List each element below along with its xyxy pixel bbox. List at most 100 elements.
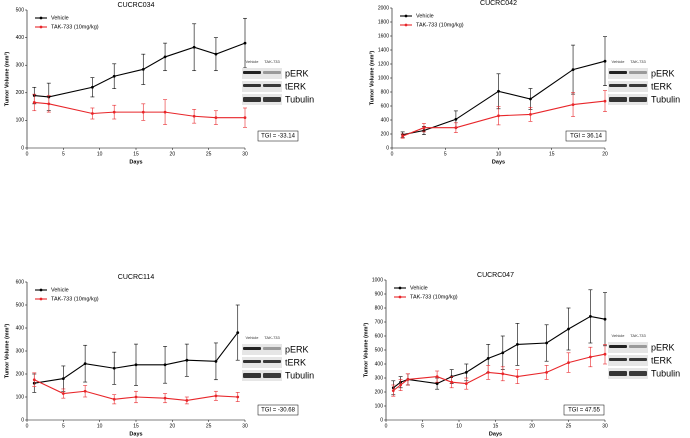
- x-tick-label: 20: [602, 151, 608, 157]
- blot-row-label: tERK: [285, 357, 306, 367]
- annotation-box: [563, 404, 605, 416]
- data-point: [454, 126, 458, 130]
- blot-row-label: Tubulin: [285, 94, 314, 104]
- blot-band: [263, 84, 281, 87]
- annotation-box: [257, 404, 299, 416]
- y-tick-label: 700: [375, 319, 384, 325]
- data-point: [603, 99, 607, 103]
- legend-label: TAK-733 (10mg/kg): [416, 22, 464, 28]
- data-point: [91, 112, 94, 115]
- data-point: [545, 371, 548, 374]
- y-axis-label: Tumor Volume (mm³): [368, 51, 375, 106]
- data-point: [112, 366, 116, 370]
- blot-column-label: TAK-733: [630, 59, 646, 64]
- data-point: [185, 399, 189, 402]
- blot-band: [629, 358, 647, 361]
- data-point: [112, 397, 116, 401]
- y-tick-label: 1200: [378, 61, 389, 67]
- data-point: [529, 97, 532, 101]
- data-point: [497, 114, 500, 118]
- x-tick-label: 10: [97, 151, 103, 157]
- chart-title: CUCRC047: [477, 272, 514, 279]
- data-point: [589, 315, 592, 318]
- blot-column-label: TAK-733: [264, 59, 280, 64]
- x-tick-label: 30: [242, 423, 248, 429]
- blot-band: [243, 347, 261, 350]
- data-point: [163, 396, 167, 400]
- blot-band: [263, 347, 281, 350]
- y-tick-label: 400: [16, 325, 25, 331]
- blot-band: [609, 71, 627, 74]
- data-point: [529, 113, 532, 116]
- x-tick-label: 5: [62, 423, 65, 429]
- data-point: [406, 378, 410, 381]
- blot-band: [629, 371, 647, 376]
- y-tick-label: 300: [375, 375, 384, 381]
- data-point: [603, 352, 607, 356]
- y-tick-label: 600: [381, 103, 390, 109]
- y-tick-label: 200: [381, 131, 390, 137]
- y-tick-label: 800: [375, 305, 384, 311]
- blot-band: [263, 373, 281, 378]
- annotation-box: [565, 130, 607, 142]
- legend-label: Vehicle: [51, 287, 69, 293]
- y-tick-label: 1800: [378, 19, 389, 25]
- y-tick-label: 500: [16, 302, 25, 308]
- data-point: [435, 375, 439, 378]
- legend-label: TAK-733 (10mg/kg): [51, 24, 99, 30]
- y-tick-label: 1400: [378, 47, 389, 53]
- legend-marker: [39, 16, 43, 20]
- annotation: TGI = 47.55: [568, 408, 601, 414]
- x-axis-label: Days: [129, 431, 142, 437]
- blot-band: [629, 97, 647, 102]
- x-tick-label: 0: [385, 423, 388, 429]
- blot-band: [629, 71, 647, 74]
- chart-title: CUCRC034: [118, 2, 155, 9]
- legend-label: TAK-733 (10mg/kg): [51, 296, 99, 302]
- y-tick-label: 0: [21, 417, 24, 423]
- y-tick-label: 1000: [378, 75, 389, 81]
- blot-band: [629, 84, 647, 87]
- x-tick-label: 15: [493, 423, 499, 429]
- blot-row-label: tERK: [285, 81, 306, 91]
- blot-background: [242, 370, 282, 381]
- data-point: [163, 55, 167, 59]
- y-tick-label: 100: [16, 394, 25, 400]
- blot-band: [243, 84, 261, 87]
- blot-band: [243, 373, 261, 378]
- series-line: [34, 42, 246, 98]
- x-tick-label: 10: [496, 151, 502, 157]
- x-tick-label: 5: [421, 423, 424, 429]
- x-tick-label: 15: [133, 423, 139, 429]
- legend-label: Vehicle: [51, 15, 69, 21]
- y-axis-label: Tumor Volume (mm³): [362, 323, 369, 378]
- data-point: [236, 331, 240, 334]
- data-point: [589, 355, 592, 359]
- chart-title: CUCRC042: [480, 0, 517, 7]
- blot-background: [242, 81, 282, 92]
- x-tick-label: 5: [444, 151, 447, 157]
- data-point: [501, 372, 505, 376]
- blot-column-label: Vehicle: [246, 335, 260, 340]
- data-point: [32, 378, 36, 382]
- data-point: [435, 382, 439, 385]
- legend-label: TAK-733 (10mg/kg): [410, 294, 458, 300]
- y-tick-label: 900: [375, 291, 384, 297]
- annotation: TGI = -30.68: [261, 408, 296, 414]
- blot-row-label: Tubulin: [285, 370, 314, 380]
- blot-band: [243, 71, 261, 74]
- y-tick-label: 1600: [378, 33, 389, 39]
- data-point: [243, 116, 247, 120]
- data-point: [243, 41, 247, 45]
- blot-band: [609, 371, 627, 376]
- data-point: [516, 343, 519, 346]
- y-tick-label: 300: [16, 63, 25, 69]
- blot-row-label: Tubulin: [651, 368, 680, 378]
- blot-background: [242, 344, 282, 355]
- legend-marker: [39, 297, 43, 301]
- data-point: [112, 74, 116, 78]
- data-point: [83, 389, 87, 393]
- data-point: [464, 382, 468, 385]
- x-tick-label: 15: [133, 151, 139, 157]
- blot-column-label: Vehicle: [612, 59, 626, 64]
